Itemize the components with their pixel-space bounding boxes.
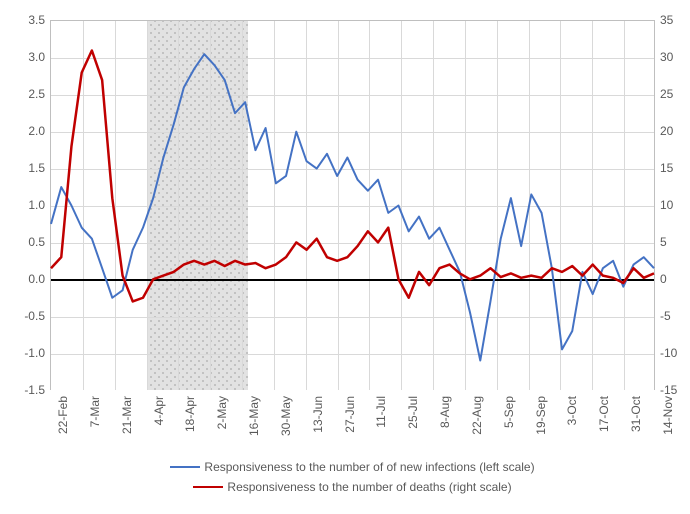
x-tick-label: 30-May — [279, 396, 293, 456]
y-right-tick-label: 35 — [660, 14, 690, 26]
x-tick-label: 21-Mar — [120, 396, 134, 456]
x-tick-label: 13-Jun — [311, 396, 325, 456]
x-tick-label: 31-Oct — [629, 396, 643, 456]
y-right-tick-label: -10 — [660, 347, 690, 359]
series-lines — [51, 21, 654, 390]
legend-label: Responsiveness to the number of deaths (… — [227, 480, 511, 494]
y-right-tick-label: -5 — [660, 310, 690, 322]
x-tick-label: 27-Jun — [343, 396, 357, 456]
y-right-tick-label: -15 — [660, 384, 690, 396]
y-left-tick-label: 2.5 — [15, 88, 45, 100]
series-infections — [51, 54, 654, 360]
x-tick-label: 4-Apr — [152, 396, 166, 456]
y-left-tick-label: 0.5 — [15, 236, 45, 248]
y-right-tick-label: 25 — [660, 88, 690, 100]
x-tick-label: 19-Sep — [534, 396, 548, 456]
x-tick-label: 22-Feb — [56, 396, 70, 456]
y-left-tick-label: 1.5 — [15, 162, 45, 174]
x-tick-label: 22-Aug — [470, 396, 484, 456]
y-left-tick-label: -1.0 — [15, 347, 45, 359]
x-tick-label: 18-Apr — [183, 396, 197, 456]
y-right-tick-label: 5 — [660, 236, 690, 248]
dual-axis-line-chart: -1.5-1.0-0.50.00.51.01.52.02.53.03.5 -15… — [10, 10, 680, 504]
legend-swatch — [193, 486, 223, 488]
plot-area — [50, 20, 655, 390]
y-right-tick-label: 0 — [660, 273, 690, 285]
x-tick-label: 11-Jul — [374, 396, 388, 456]
series-deaths — [51, 51, 654, 302]
y-right-tick-label: 20 — [660, 125, 690, 137]
y-left-tick-label: 3.5 — [15, 14, 45, 26]
x-tick-label: 14-Nov — [661, 396, 675, 456]
y-left-tick-label: 2.0 — [15, 125, 45, 137]
x-tick-label: 5-Sep — [502, 396, 516, 456]
y-right-tick-label: 30 — [660, 51, 690, 63]
y-left-tick-label: 0.0 — [15, 273, 45, 285]
legend-swatch — [170, 466, 200, 468]
x-tick-label: 25-Jul — [406, 396, 420, 456]
y-left-tick-label: 1.0 — [15, 199, 45, 211]
y-left-tick-label: 3.0 — [15, 51, 45, 63]
x-tick-label: 8-Aug — [438, 396, 452, 456]
y-right-tick-label: 15 — [660, 162, 690, 174]
x-tick-label: 2-May — [215, 396, 229, 456]
x-tick-label: 3-Oct — [565, 396, 579, 456]
x-tick-label: 17-Oct — [597, 396, 611, 456]
x-tick-label: 7-Mar — [88, 396, 102, 456]
legend: Responsiveness to the number of of new i… — [50, 460, 655, 494]
legend-item: Responsiveness to the number of deaths (… — [193, 480, 511, 494]
legend-label: Responsiveness to the number of of new i… — [204, 460, 534, 474]
legend-item: Responsiveness to the number of of new i… — [170, 460, 534, 474]
x-tick-label: 16-May — [247, 396, 261, 456]
y-left-tick-label: -0.5 — [15, 310, 45, 322]
y-right-tick-label: 10 — [660, 199, 690, 211]
y-left-tick-label: -1.5 — [15, 384, 45, 396]
